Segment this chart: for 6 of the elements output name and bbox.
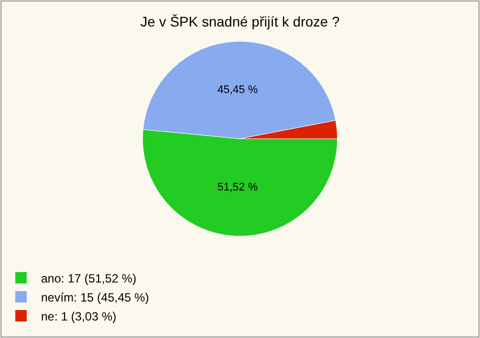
legend-label: ano: 17 (51,52 %) <box>41 271 136 286</box>
data-label: 51,52 % <box>217 181 258 194</box>
legend-label: ne: 1 (3,03 %) <box>41 309 116 324</box>
chart-title: Je v ŠPK snadné přijít k droze ? <box>140 14 340 30</box>
legend-label: nevím: 15 (45,45 %) <box>41 290 150 304</box>
data-label: 45,45 % <box>217 84 258 96</box>
